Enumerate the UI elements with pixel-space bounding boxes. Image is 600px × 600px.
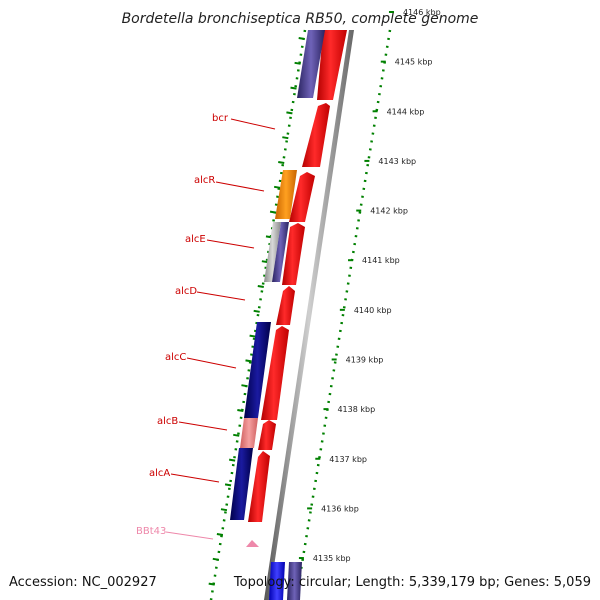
scale-tick-label: 4138 kbp [337, 405, 375, 414]
inner-ring-dash [224, 483, 232, 487]
inner-ring-dash [216, 533, 224, 536]
feature-blue-bottom [269, 562, 285, 600]
feature-slate-top [297, 30, 325, 98]
scale-tick-label: 4137 kbp [329, 455, 367, 464]
inner-ring-dash [257, 285, 264, 288]
inner-ring-dash [228, 458, 236, 462]
feature-orange-alcR [275, 170, 297, 219]
cds-arrow-bcr [302, 103, 330, 167]
leader-alcB [178, 421, 228, 431]
gene-features [230, 30, 347, 600]
scale-tick-label: 4139 kbp [346, 355, 384, 364]
leader-alcD [196, 291, 246, 301]
inner-ring-dash [290, 86, 297, 90]
inner-ring-dash [253, 309, 260, 313]
inner-ring-dash [269, 210, 277, 214]
cds-arrow-alcD [276, 286, 295, 325]
leader-alcE [206, 239, 255, 249]
gene-label-alcC: alcC [165, 352, 186, 363]
gene-label-alcB: alcB [157, 416, 178, 427]
inner-ring-dash [249, 334, 256, 338]
inner-ring-dash [233, 433, 240, 437]
inner-ring-dash [212, 557, 219, 561]
inner-ring-dash [208, 582, 215, 586]
scale-tick-label: 4145 kbp [395, 58, 433, 67]
leader-bcr [230, 118, 276, 130]
cds-arrow-top [317, 30, 347, 100]
scale-tick-label: 4144 kbp [387, 107, 425, 116]
gene-label-BBt43: BBt43 [136, 526, 166, 537]
map-title: Bordetella bronchiseptica RB50, complete… [122, 11, 479, 27]
feature-navy-alcA [230, 448, 253, 520]
feature-pink-alcB [240, 418, 258, 448]
cds-arrow-alcB [258, 420, 276, 450]
scale-tick-label: 4140 kbp [354, 306, 392, 315]
inner-ring-dash [261, 260, 269, 264]
inner-ring-dash [294, 61, 301, 65]
cds-arrow-alcA [248, 451, 270, 522]
inner-ring-dash [278, 161, 285, 164]
genome-backbone [264, 30, 354, 600]
scale-tick-label: 4135 kbp [313, 554, 351, 563]
scale-tick-label: 4142 kbp [370, 207, 408, 216]
gene-label-alcA: alcA [149, 468, 170, 479]
outer-dotted-ring [294, 29, 392, 600]
cds-arrow-alcE [282, 223, 305, 285]
scale-tick-label: 4146 kbp [403, 8, 441, 17]
feature-slate-alcE [272, 222, 289, 282]
inner-ring-dash [273, 185, 281, 189]
feature-bbt43-marker [246, 540, 259, 547]
inner-ring-dash [282, 136, 289, 140]
leader-alcR [215, 181, 265, 192]
inner-dotted-ring [209, 29, 307, 600]
cds-arrow-alcR [289, 172, 315, 222]
leader-alcC [186, 357, 237, 369]
feature-grey-alcE [264, 222, 281, 282]
inner-ring-dash [286, 111, 293, 115]
gene-label-alcR: alcR [194, 175, 215, 186]
topology-text: Topology: circular; Length: 5,339,179 bp… [233, 575, 591, 590]
gene-labels: bcr alcR alcE alcD alcC alcB alcA BBt43 [136, 113, 229, 537]
scale-tick-label: 4143 kbp [378, 157, 416, 166]
accession-text: Accession: NC_002927 [9, 575, 157, 590]
inner-ring-dash [220, 508, 228, 512]
gene-label-alcE: alcE [185, 234, 206, 245]
inner-ring-dash [241, 384, 248, 388]
leader-BBt43 [165, 531, 214, 540]
inner-ring-dash [298, 37, 305, 40]
inner-ring-dash [245, 359, 252, 363]
scale-tick-label: 4136 kbp [321, 504, 359, 513]
scale-tick-label: 4141 kbp [362, 256, 400, 265]
leader-alcA [170, 473, 220, 483]
scale-ticks: 4146 kbp 4145 kbp 4144 kbp 4143 kbp 4142 kbp… [298, 8, 441, 563]
cds-arrow-alcC [261, 326, 289, 420]
gene-label-leaders [165, 118, 276, 540]
gene-label-bcr: bcr [212, 113, 229, 124]
gene-label-alcD: alcD [175, 286, 197, 297]
inner-ring-dash [237, 409, 244, 412]
feature-slate-bottom [287, 562, 302, 600]
feature-navy-alcC [244, 322, 271, 418]
